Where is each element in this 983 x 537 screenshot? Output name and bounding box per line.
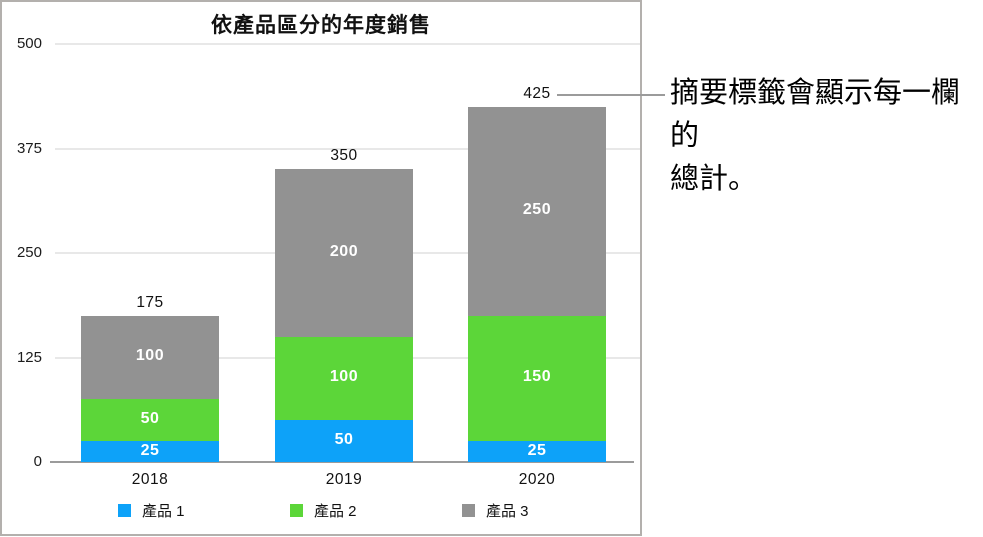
segment-value-label: 50 bbox=[140, 410, 160, 428]
bar-segment-2019-產品 1: 50 bbox=[275, 420, 413, 462]
segment-value-label: 150 bbox=[522, 368, 552, 386]
y-axis-tick-label: 500 bbox=[16, 35, 42, 52]
y-axis-tick-label: 0 bbox=[33, 453, 42, 470]
bar-segment-2020-產品 1: 25 bbox=[468, 441, 606, 462]
legend-item-產品 3: 產品 3 bbox=[462, 501, 529, 520]
segment-value-label: 100 bbox=[329, 368, 359, 386]
segment-value-label: 250 bbox=[522, 201, 552, 219]
bar-segment-2018-產品 2: 50 bbox=[81, 399, 219, 442]
callout-text-line-2: 總計。 bbox=[670, 163, 758, 195]
bar-segment-2019-產品 2: 100 bbox=[275, 336, 413, 421]
segment-value-label: 25 bbox=[140, 441, 160, 459]
callout-text-line-1: 摘要標籤會顯示每一欄的 bbox=[670, 77, 961, 152]
callout-leader-line bbox=[557, 94, 665, 96]
gridline-y-375 bbox=[55, 147, 640, 150]
total-label-2019: 350 bbox=[330, 147, 358, 165]
bar-segment-2020-產品 2: 150 bbox=[468, 315, 606, 442]
legend-swatch-icon bbox=[118, 503, 131, 517]
legend-swatch-icon bbox=[462, 503, 475, 517]
y-axis-tick-label: 375 bbox=[16, 139, 42, 157]
x-axis-line bbox=[50, 461, 634, 463]
x-axis-category-label: 2019 bbox=[325, 471, 363, 488]
bar-segment-2018-產品 3: 100 bbox=[81, 315, 219, 400]
bar-segment-2018-產品 1: 25 bbox=[81, 441, 219, 462]
bar-segment-2020-產品 3: 250 bbox=[468, 106, 606, 316]
segment-value-label: 25 bbox=[527, 441, 547, 459]
legend-swatch-icon bbox=[290, 503, 303, 517]
segment-value-label: 100 bbox=[135, 347, 165, 365]
segment-value-label: 200 bbox=[329, 242, 359, 260]
legend-label: 產品 1 bbox=[142, 502, 185, 520]
chart-title: 依產品區分的年度銷售 bbox=[211, 14, 431, 37]
segment-value-label: 50 bbox=[334, 431, 354, 449]
y-axis-tick-label: 125 bbox=[16, 348, 42, 366]
bar-segment-2019-產品 3: 200 bbox=[275, 169, 413, 337]
legend-label: 產品 2 bbox=[314, 502, 357, 520]
total-label-2018: 175 bbox=[136, 293, 164, 311]
y-axis-tick-label: 250 bbox=[16, 244, 42, 261]
legend-label: 產品 3 bbox=[486, 502, 529, 520]
legend-item-產品 2: 產品 2 bbox=[290, 501, 357, 520]
total-label-2020: 425 bbox=[523, 84, 551, 102]
x-axis-category-label: 2020 bbox=[518, 471, 556, 488]
x-axis-category-label: 2018 bbox=[131, 471, 169, 488]
gridline-y-500 bbox=[55, 43, 640, 45]
legend-item-產品 1: 產品 1 bbox=[118, 501, 185, 520]
callout-text: 摘要標籤會顯示每一欄的 總計。 bbox=[670, 72, 975, 201]
